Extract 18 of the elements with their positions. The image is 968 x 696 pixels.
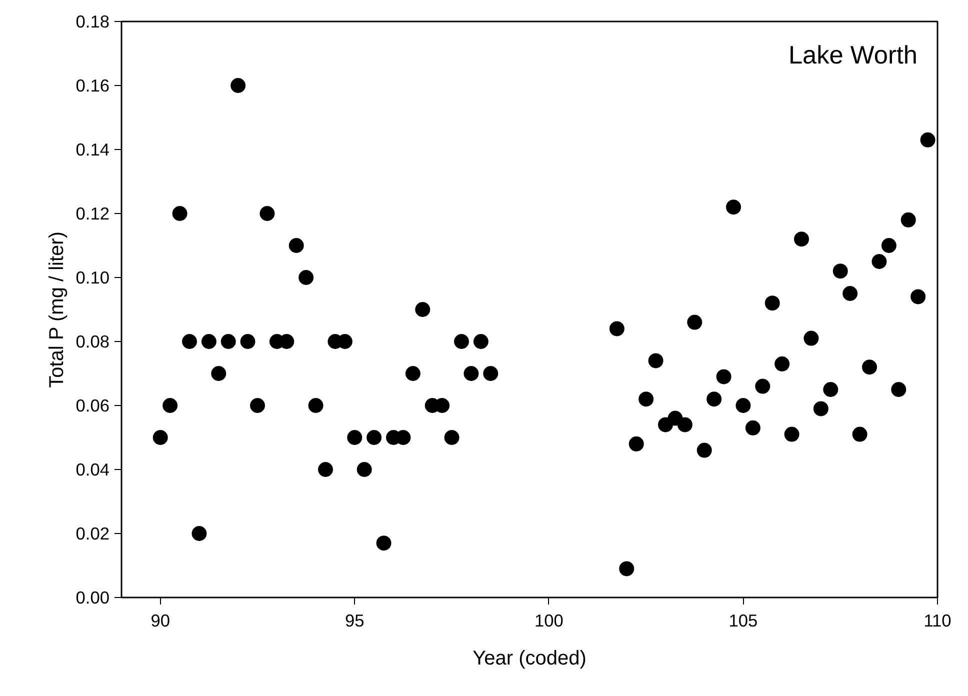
annotation: Lake Worth [788, 42, 918, 70]
x-axis-title: Year (coded) [472, 648, 586, 670]
x-tick-label: 105 [728, 610, 758, 630]
y-tick-label: 0.18 [76, 12, 110, 32]
y-tick-label: 0.10 [76, 268, 110, 288]
y-tick-label: 0.02 [76, 524, 110, 544]
y-tick-label: 0.08 [76, 332, 110, 352]
x-tick-label: 95 [345, 610, 364, 630]
y-tick-label: 0.00 [76, 588, 110, 608]
x-tick-label: 110 [924, 610, 952, 630]
x-tick-label: 90 [150, 610, 170, 630]
y-tick-label: 0.16 [76, 76, 110, 96]
x-tick-label: 100 [534, 610, 564, 630]
y-tick-label: 0.06 [76, 396, 110, 416]
y-tick-label: 0.14 [76, 140, 110, 160]
y-tick-label: 0.12 [76, 204, 110, 224]
y-tick-label: 0.04 [76, 460, 110, 480]
y-axis-title: Total P (mg / liter) [46, 232, 68, 388]
